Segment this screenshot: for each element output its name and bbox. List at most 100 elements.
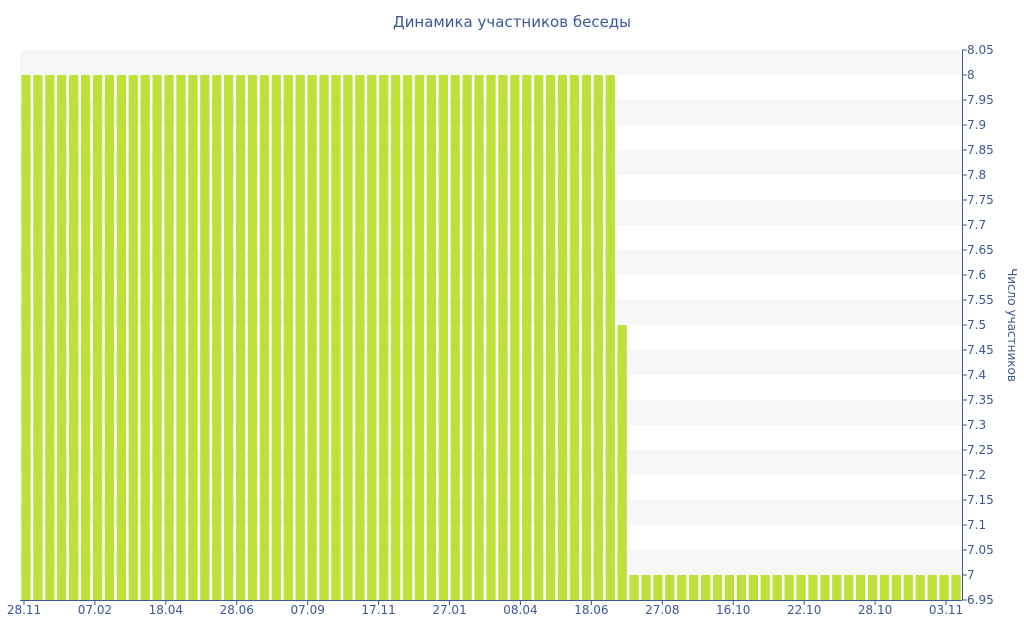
bar (307, 75, 317, 600)
bar (534, 75, 544, 600)
bar (486, 75, 496, 600)
bar (45, 75, 55, 600)
bar (92, 75, 103, 600)
y-tick-label: 7.7 (967, 218, 986, 232)
bar (581, 75, 592, 600)
bar (605, 75, 615, 600)
x-tick-label: 28.06 (220, 603, 254, 617)
bar (21, 75, 31, 600)
y-tick-label: 7.9 (967, 118, 986, 132)
bar (545, 75, 556, 600)
bar (641, 575, 651, 600)
y-tick-label: 7.45 (967, 343, 994, 357)
x-tick-label: 18.06 (574, 603, 608, 617)
bar (617, 325, 627, 600)
bar (80, 75, 91, 600)
bar (724, 575, 735, 600)
bar (629, 575, 639, 600)
bar (784, 575, 794, 600)
bar (402, 75, 413, 600)
bar (390, 75, 401, 600)
bar (438, 75, 448, 600)
bar (343, 75, 353, 600)
bar (712, 575, 723, 600)
bar (224, 75, 234, 600)
y-tick-label: 8 (967, 68, 975, 82)
y-tick-label: 7 (967, 568, 975, 582)
y-tick-label: 7.5 (967, 318, 986, 332)
bar (927, 575, 937, 600)
bar (295, 75, 305, 600)
bar (235, 75, 246, 600)
x-tick-label: 16.10 (716, 603, 750, 617)
bar (593, 75, 603, 600)
bar (677, 575, 687, 600)
x-tick-label: 18.04 (149, 603, 183, 617)
bar (367, 75, 377, 600)
bar (426, 75, 437, 600)
bar (760, 575, 770, 600)
bar (951, 575, 961, 600)
y-tick-label: 7.3 (967, 418, 986, 432)
bar (891, 575, 902, 600)
bar (939, 575, 949, 600)
bar (879, 575, 890, 600)
y-tick-label: 7.15 (967, 493, 994, 507)
x-tick-label: 27.01 (432, 603, 466, 617)
y-axis-label: Число участников (1005, 268, 1019, 382)
bar (808, 575, 818, 600)
y-tick-label: 7.75 (967, 193, 994, 207)
y-tick-label: 7.65 (967, 243, 994, 257)
bar (557, 75, 568, 600)
bar (164, 75, 174, 600)
bar (522, 75, 532, 600)
x-tick-label: 07.02 (78, 603, 112, 617)
bar (450, 75, 460, 600)
bar (855, 575, 866, 600)
y-tick-label: 7.35 (967, 393, 994, 407)
y-tick-label: 7.1 (967, 518, 986, 532)
bar (271, 75, 282, 600)
bar (510, 75, 520, 600)
bar (57, 75, 67, 600)
y-tick-label: 7.85 (967, 143, 994, 157)
y-tick-label: 6.95 (967, 593, 994, 607)
bar (414, 75, 425, 600)
y-tick-label: 7.8 (967, 168, 986, 182)
bar (498, 75, 508, 600)
bar (140, 75, 150, 600)
x-tick-label: 22.10 (787, 603, 821, 617)
bar (247, 75, 258, 600)
y-tick-label: 8.05 (967, 43, 994, 57)
bar (188, 75, 198, 600)
bar (283, 75, 293, 600)
bar (379, 75, 389, 600)
bar (689, 575, 699, 600)
bar (259, 75, 270, 600)
bar (820, 575, 830, 600)
bar (772, 575, 782, 600)
bar (69, 75, 79, 600)
bar (319, 75, 329, 600)
x-tick-label: 17.11 (361, 603, 395, 617)
bar (331, 75, 341, 600)
bar (200, 75, 210, 600)
x-tick-label: 28.11 (7, 603, 41, 617)
y-axis: 6.95 7 7.05 7.1 7.15 7.2 7.25 7.3 7.35 7.4 7.45 7.5… (962, 43, 994, 607)
bar (736, 575, 747, 600)
bar (355, 75, 365, 600)
x-tick-label: 07.09 (291, 603, 325, 617)
y-tick-label: 7.4 (967, 368, 986, 382)
y-tick-label: 7.2 (967, 468, 986, 482)
bar (832, 575, 842, 600)
y-tick-label: 7.05 (967, 543, 994, 557)
y-tick-label: 7.25 (967, 443, 994, 457)
bar (915, 575, 925, 600)
bar (128, 75, 138, 600)
bar (33, 75, 43, 600)
bar (700, 575, 711, 600)
bar (152, 75, 162, 600)
x-tick-label: 27.08 (645, 603, 679, 617)
chart-title: Динамика участников беседы (392, 13, 632, 31)
